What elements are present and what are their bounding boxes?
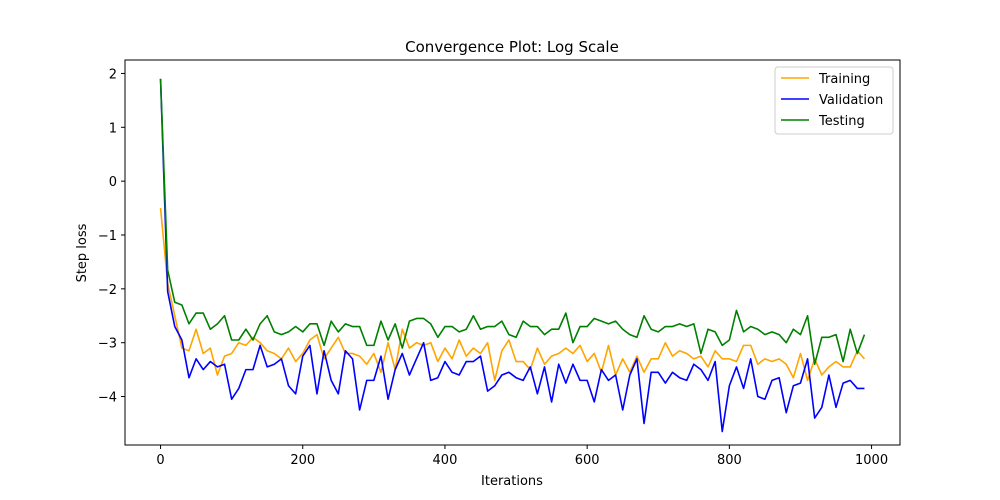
chart-title: Convergence Plot: Log Scale <box>405 38 619 56</box>
y-tick-label: −2 <box>98 283 117 298</box>
plot-frame <box>124 59 901 446</box>
y-tick-label: −1 <box>98 229 117 244</box>
legend: Training Validation Testing <box>774 66 894 135</box>
y-tick-label: 0 <box>109 175 117 190</box>
y-tick-label: 2 <box>109 67 117 82</box>
x-tick-label: 0 <box>156 453 164 468</box>
series-layer <box>159 78 866 433</box>
x-tick-label: 400 <box>433 453 458 468</box>
x-tick-label: 1000 <box>855 453 888 468</box>
legend-box <box>774 66 894 135</box>
legend-label-training: Training <box>818 72 870 87</box>
series-line-testing <box>159 78 866 366</box>
y-axis: 2 1 0 −1 −2 −3 −4 <box>98 67 125 406</box>
x-tick-label: 600 <box>575 453 600 468</box>
x-tick-label: 800 <box>717 453 742 468</box>
x-tick-label: 200 <box>290 453 315 468</box>
legend-label-validation: Validation <box>819 93 883 108</box>
x-axis-label: Iterations <box>481 474 543 489</box>
x-axis: 0 200 400 600 800 1000 <box>156 445 888 468</box>
legend-label-testing: Testing <box>818 114 865 129</box>
y-tick-label: −3 <box>98 337 117 352</box>
series-line-validation <box>159 78 865 433</box>
y-tick-label: 1 <box>109 121 117 136</box>
y-axis-label: Step loss <box>75 223 90 282</box>
y-tick-label: −4 <box>98 391 117 406</box>
series-line-training <box>159 208 866 382</box>
